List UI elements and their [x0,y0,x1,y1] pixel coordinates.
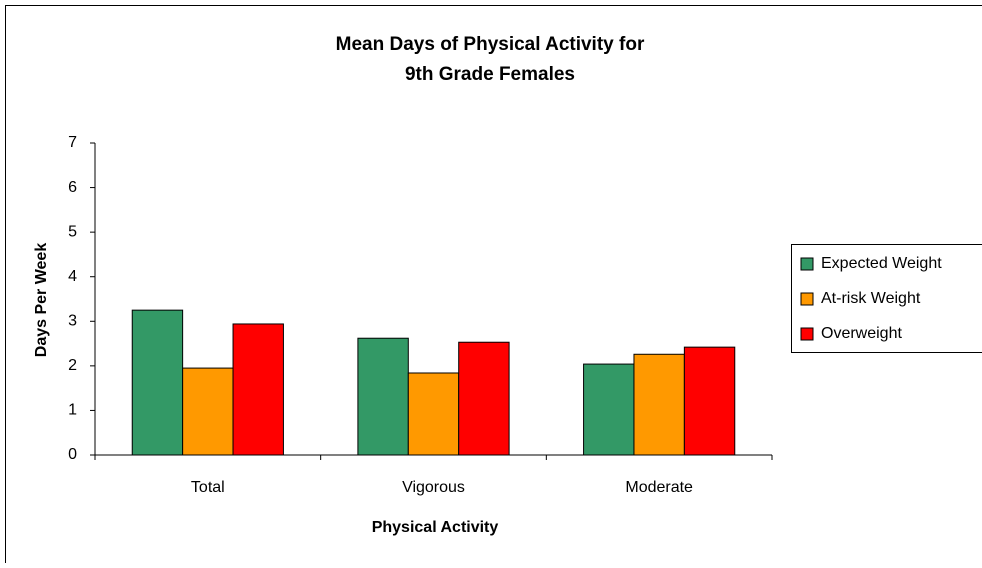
y-tick-label: 1 [68,402,77,419]
legend-label: At-risk Weight [821,290,921,307]
chart-title: 9th Grade Females [405,64,575,85]
y-tick-label: 6 [68,179,77,196]
legend-label: Expected Weight [821,255,942,272]
y-tick-label: 0 [68,446,77,463]
bar [132,310,182,455]
x-tick-label: Vigorous [402,479,465,496]
bar [459,342,509,455]
y-axis-label: Days Per Week [33,243,50,358]
x-tick-label: Total [191,479,225,496]
bar [358,338,408,455]
x-tick-label: Moderate [625,479,693,496]
bar [684,347,734,455]
bar [408,373,458,455]
bar [634,354,684,455]
legend-swatch [801,258,813,270]
bar [233,324,283,455]
y-tick-label: 5 [68,223,77,240]
legend-swatch [801,328,813,340]
legend-swatch [801,293,813,305]
legend-label: Overweight [821,325,902,342]
chart-title: Mean Days of Physical Activity for [336,34,645,55]
y-tick-label: 7 [68,134,77,151]
y-tick-label: 3 [68,313,77,330]
bar [183,368,233,455]
y-tick-label: 2 [68,357,77,374]
bar [584,364,634,455]
y-tick-label: 4 [68,268,77,285]
x-axis-label: Physical Activity [372,519,499,536]
